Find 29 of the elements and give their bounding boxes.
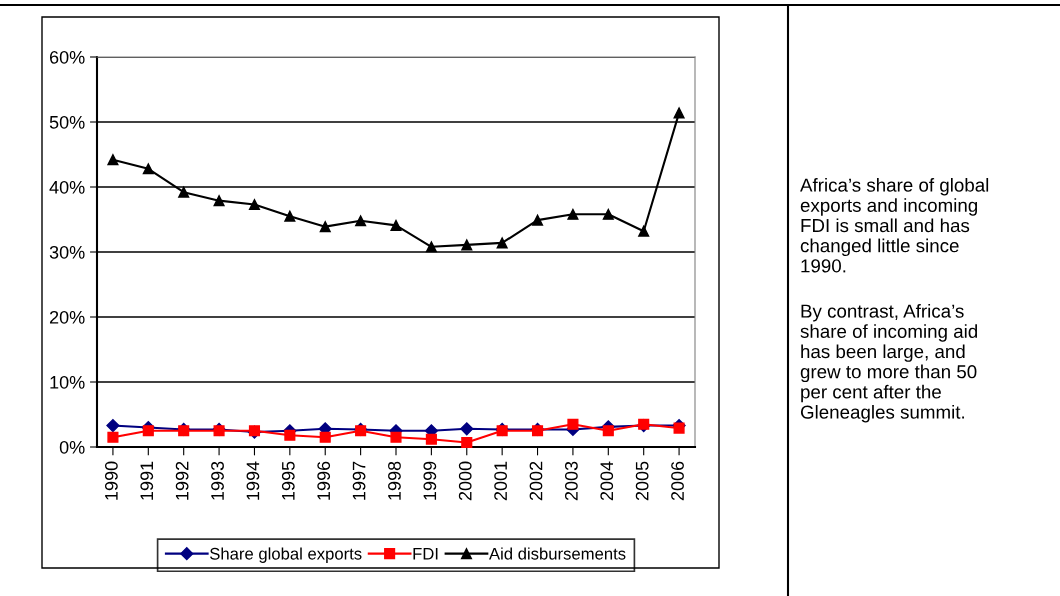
y-tick-label: 30%: [49, 245, 85, 259]
y-tick-label: 60%: [49, 50, 85, 64]
x-tick-label: 2005: [635, 461, 649, 501]
x-tick-label: 2006: [671, 461, 684, 501]
x-tick-label: 2001: [494, 461, 507, 501]
x-tick-label: 1998: [388, 461, 401, 500]
y-tick-label: 40%: [49, 180, 85, 194]
x-tick-label: 1996: [317, 461, 331, 500]
x-tick-label: 1994: [246, 461, 260, 500]
x-tick-label: 1990: [104, 461, 118, 500]
x-tick-label: 2000: [458, 461, 472, 501]
x-tick-label: 1997: [352, 461, 366, 500]
x-tick-label: 1993: [211, 461, 224, 500]
x-tick-label: 1995: [281, 461, 295, 500]
y-tick-label: 0%: [59, 440, 85, 454]
legend-label: Share global exports: [210, 547, 362, 563]
y-tick-label: 50%: [49, 115, 85, 129]
x-tick-label: 2003: [564, 461, 578, 501]
text: Africa’s share of global exports and incoming FDI is small and has changed little since 1990.: [800, 178, 989, 273]
y-tick-label: 20%: [49, 310, 85, 324]
x-tick-label: 1991: [140, 461, 154, 500]
legend-label: Aid disbursements: [489, 547, 626, 560]
y-tick-label: 10%: [50, 375, 85, 389]
legend-label: FDI: [413, 548, 438, 560]
x-tick-label: 2004: [600, 461, 614, 501]
x-tick-label: 2002: [529, 461, 543, 501]
x-tick-label: 1999: [423, 461, 437, 500]
text: By contrast, Africa’s share of incoming aid has been large, and grew to more than 50 per cent after the Gleneagles summit.: [800, 304, 978, 423]
x-tick-label: 1992: [175, 461, 189, 500]
